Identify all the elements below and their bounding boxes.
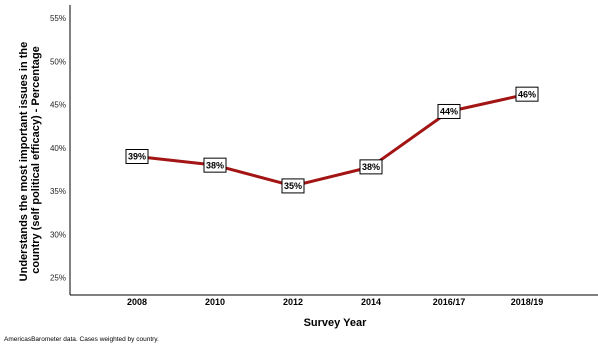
y-axis-title: Understands the most important issues in… — [18, 39, 42, 282]
y-tick-label: 35% — [50, 187, 66, 196]
data-label-text: 38% — [362, 162, 380, 172]
data-label-text: 38% — [206, 160, 224, 170]
data-labels: 39% 38% 35% 38% 44% 46% — [125, 86, 539, 194]
x-tick-label: 2014 — [361, 297, 381, 307]
data-label-box — [125, 148, 149, 164]
data-point-label: 44% — [437, 103, 461, 119]
y-tick-label: 50% — [50, 57, 66, 66]
series-line — [136, 92, 528, 188]
data-point-label: 35% — [281, 178, 305, 194]
x-tick-label: 2008 — [127, 297, 147, 307]
x-tick-label: 2016/17 — [433, 297, 466, 307]
data-label-text: 35% — [284, 181, 302, 191]
data-point-label: 39% — [125, 148, 149, 164]
data-label-box — [515, 86, 539, 102]
y-axis-title-line-1: Understands the most important issues in… — [18, 42, 30, 282]
footnote: AmericasBarometer data. Cases weighted b… — [4, 336, 159, 343]
data-point-label: 46% — [515, 86, 539, 102]
y-tick-label: 55% — [50, 14, 66, 23]
data-label-box — [281, 178, 305, 194]
plot-frame — [69, 5, 598, 296]
y-axis-title-line-2: country (self political efficacy) - Perc… — [30, 46, 42, 273]
x-tick-label: 2018/19 — [511, 297, 544, 307]
data-label-box — [359, 159, 383, 175]
data-label-box — [437, 103, 461, 119]
x-tick-label: 2010 — [205, 297, 225, 307]
x-tick-label: 2012 — [283, 297, 303, 307]
x-axis-title: Survey Year — [304, 317, 368, 329]
data-label-text: 39% — [128, 152, 146, 162]
y-axis-ticks: 25% 30% 35% 40% 45% 50% 55% — [50, 14, 66, 283]
data-label-box — [203, 157, 227, 173]
data-point-label: 38% — [359, 159, 383, 175]
y-tick-label: 45% — [50, 101, 66, 110]
data-label-text: 44% — [440, 107, 458, 117]
y-tick-label: 25% — [50, 274, 66, 283]
y-tick-label: 30% — [50, 230, 66, 239]
data-label-text: 46% — [518, 89, 536, 99]
data-point-label: 38% — [203, 157, 227, 173]
y-tick-label: 40% — [50, 144, 66, 153]
x-axis-ticks: 2008 2010 2012 2014 2016/17 2018/19 — [127, 297, 543, 307]
